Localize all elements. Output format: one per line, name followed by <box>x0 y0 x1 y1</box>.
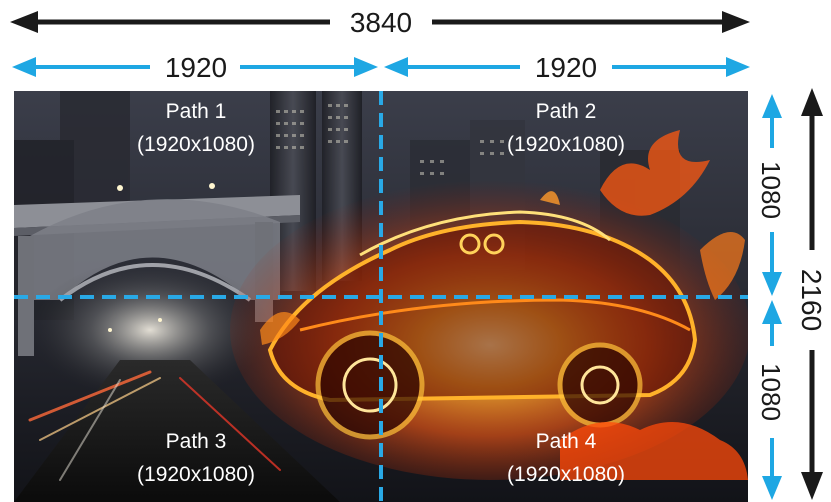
left-width-arrow <box>12 57 378 77</box>
bottom-height-arrow <box>762 300 782 500</box>
left-width-label: 1920 <box>165 52 227 83</box>
flaming-car <box>230 130 748 480</box>
path-4-name: Path 4 <box>536 430 597 453</box>
total-width-arrow <box>10 11 750 33</box>
path-4-resolution: (1920x1080) <box>507 463 625 486</box>
right-width-label: 1920 <box>535 52 597 83</box>
bottom-height-label: 1080 <box>756 363 786 421</box>
scene-image <box>14 91 748 502</box>
top-height-label: 1080 <box>756 161 786 219</box>
path-2-name: Path 2 <box>536 100 597 123</box>
path-3-resolution: (1920x1080) <box>137 463 255 486</box>
building-windows <box>276 104 504 175</box>
right-width-arrow <box>384 57 750 77</box>
path-1-name: Path 1 <box>166 100 227 123</box>
light-streaks <box>28 183 281 481</box>
road <box>14 360 340 502</box>
total-height-label: 2160 <box>796 269 827 331</box>
path-1-resolution: (1920x1080) <box>137 133 255 156</box>
top-height-arrow <box>762 94 782 296</box>
total-width-label: 3840 <box>350 7 412 38</box>
path-3-name: Path 3 <box>166 430 227 453</box>
total-height-arrow <box>801 88 823 500</box>
path-2-resolution: (1920x1080) <box>507 133 625 156</box>
